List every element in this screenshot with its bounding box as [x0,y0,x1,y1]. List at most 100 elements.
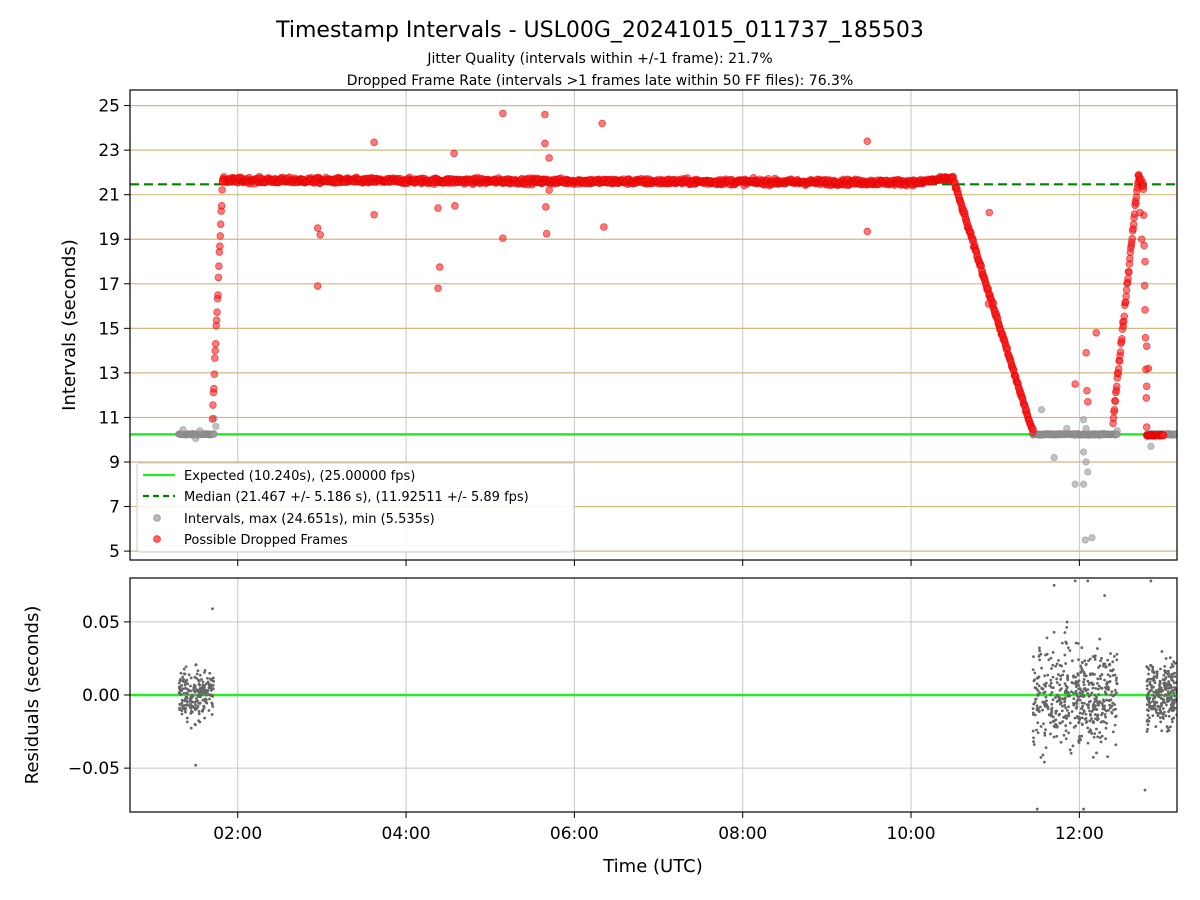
residual-point [1077,740,1081,744]
residual-point [1077,717,1081,721]
residual-point [1044,746,1048,749]
residual-point [1161,707,1165,710]
residual-point [201,690,205,694]
interval-point [1084,468,1092,476]
residual-point [1151,670,1154,673]
dropped-frame-point [1141,333,1150,342]
residual-point [1070,659,1074,663]
intervals-y-axis-label: Intervals (seconds) [59,239,80,411]
residual-point [1058,664,1062,667]
residual-point [198,686,202,690]
interval-point [1173,430,1177,438]
dropped-frame-point [210,370,219,379]
dropped-frame-point [542,229,551,238]
residual-point [1106,658,1109,662]
residual-point [210,688,214,692]
residual-point [1093,658,1097,661]
residual-point [1160,729,1164,733]
residual-point [1050,691,1054,694]
residual-point [1068,721,1072,725]
residual-point [1036,689,1040,693]
residual-point [1044,702,1048,706]
interval-point [1147,442,1155,450]
residual-point [1082,680,1085,684]
interval-point [210,430,218,438]
residual-point [1167,729,1171,732]
residual-point [1109,693,1113,697]
residual-point [181,675,185,679]
residual-point [1084,662,1088,666]
residual-point [1162,673,1166,677]
residual-point [1086,579,1090,583]
residual-point [1173,675,1177,678]
residual-point [210,702,214,706]
residual-point [1071,744,1075,748]
residual-point [1114,714,1118,718]
residual-point [206,680,210,684]
residual-point [1074,641,1078,645]
residual-point [1067,731,1070,735]
dropped-frame-point [1137,235,1146,244]
residual-point [1039,725,1043,728]
residual-point [204,690,208,694]
dropped-frame-point [434,204,442,212]
residual-point [1036,707,1040,710]
residual-point [1108,703,1112,707]
residual-point [1109,652,1112,655]
residual-point [1160,701,1164,705]
residual-point [1166,696,1169,700]
residual-point [180,712,184,716]
residual-point [1088,693,1092,697]
residual-point [1108,674,1112,678]
residual-point [1106,755,1110,759]
residual-point [1062,733,1066,737]
residual-point [1067,705,1070,709]
residual-point [1066,694,1070,698]
residual-point [1065,620,1069,624]
residual-point [197,712,201,716]
residual-point [1068,649,1072,652]
residual-point [187,673,191,677]
residual-point [1165,703,1168,707]
residual-point [179,677,182,681]
residual-point [179,693,183,696]
interval-point [192,435,200,443]
residual-point [1157,693,1161,696]
residual-point [1084,716,1088,720]
residual-point [1095,695,1099,699]
residual-point [1046,705,1050,709]
dropped-frame-point [450,149,458,158]
dropped-frame-point [1111,397,1120,406]
residual-point [1169,725,1172,729]
residual-point [1171,704,1175,708]
residual-point [1156,714,1160,718]
residual-point [1101,698,1105,702]
residual-point [1111,660,1115,664]
residual-point [1096,735,1100,739]
residual-point [202,706,206,709]
residual-point [1037,684,1041,688]
residual-point [1098,736,1102,740]
residual-point [1055,677,1059,681]
dropped-frame-point [1126,254,1134,263]
dropped-frame-point [216,220,225,228]
dropped-frame-point [1140,241,1148,250]
residual-point [1104,665,1108,669]
dropped-frame-point [213,308,221,316]
interval-point [1050,453,1058,462]
residual-point [1104,726,1108,730]
residual-point [1155,670,1159,674]
residual-point [190,704,194,708]
residual-point [185,678,189,682]
residual-point [1147,719,1151,723]
residual-point [1169,686,1173,690]
residual-point [184,696,188,700]
residual-point [201,680,205,684]
intervals-y-tick-label: 23 [98,141,120,161]
dropped-frame-point [863,137,872,146]
residual-point [1033,671,1037,675]
residual-point [1091,686,1095,690]
residual-point [1035,728,1038,732]
dropped-frame-point [1139,185,1148,193]
residual-point [1052,686,1055,690]
